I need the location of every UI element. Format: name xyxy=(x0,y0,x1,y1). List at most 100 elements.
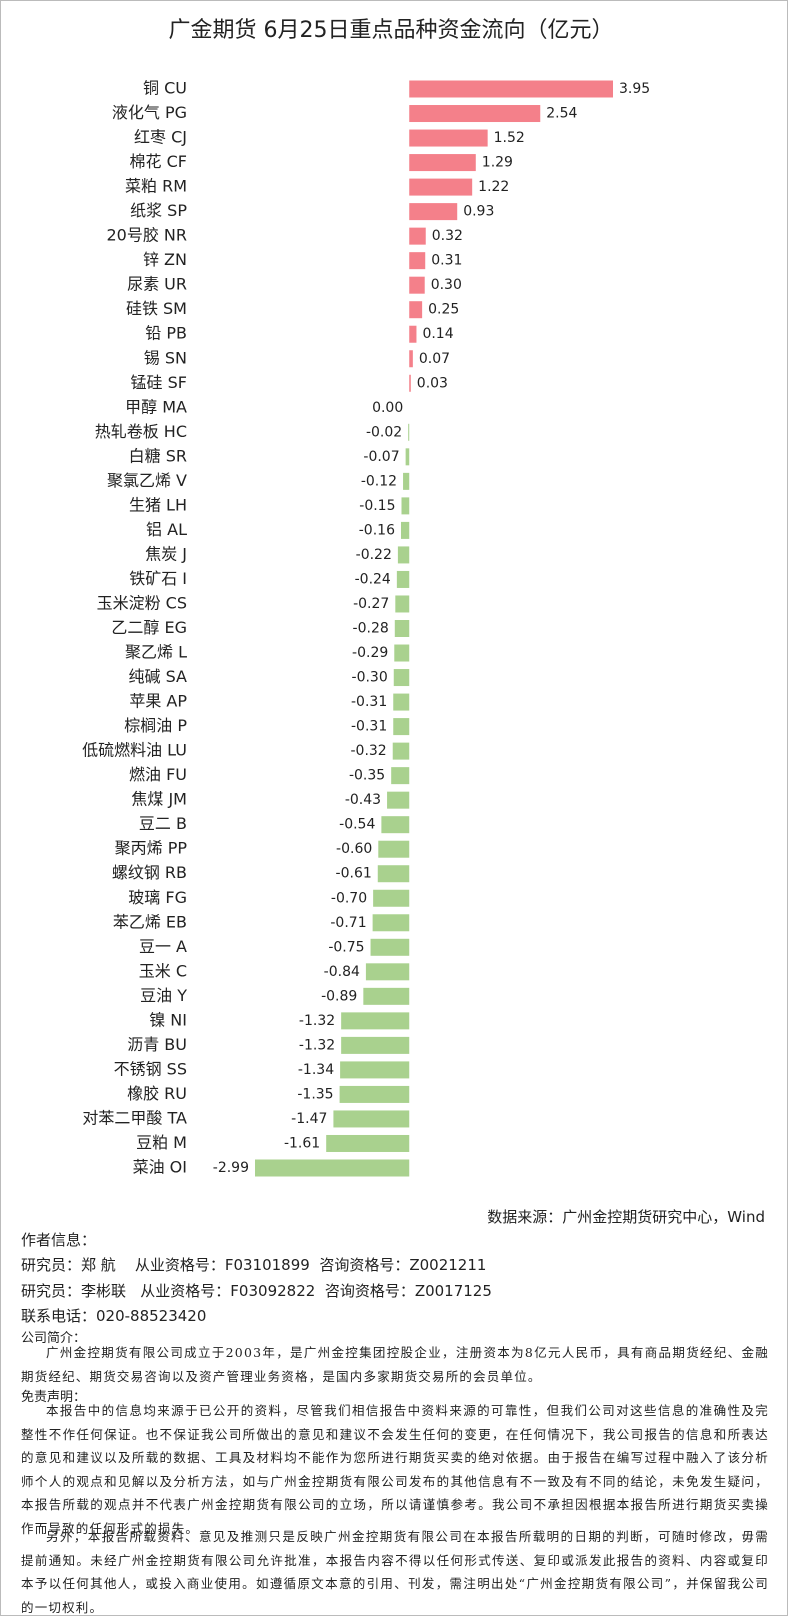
bar xyxy=(397,546,410,564)
bar xyxy=(394,620,410,637)
y-tick-label: 苹果 AP xyxy=(129,692,187,711)
y-tick-label: 沥青 BU xyxy=(127,1035,187,1054)
bar xyxy=(409,105,541,123)
value-label: 0.93 xyxy=(463,204,494,220)
bar xyxy=(372,914,410,932)
y-tick-label: 玉米 C xyxy=(139,961,187,980)
disclaimer: 另外，本报告所载资料、意见及推测只是反映广州金控期货有限公司在本报告所载明的日期… xyxy=(21,1529,769,1615)
disclaimer-heading: 免责声明： xyxy=(21,1390,87,1405)
value-label: 0.30 xyxy=(431,277,462,293)
bar xyxy=(409,129,488,147)
bar xyxy=(363,987,410,1005)
bar xyxy=(409,301,423,319)
y-tick-label: 20号胶 NR xyxy=(106,226,187,245)
value-label: -0.31 xyxy=(351,719,387,735)
bar xyxy=(373,889,410,907)
bar xyxy=(409,227,426,245)
value-label: -0.43 xyxy=(345,792,381,808)
bar xyxy=(401,497,410,515)
value-label: -2.99 xyxy=(213,1160,249,1176)
chart-title: 广金期货 6月25日重点品种资金流向（亿元） xyxy=(169,18,614,43)
y-tick-label: 锰硅 SF xyxy=(131,373,187,392)
source: 数据来源：广州金控期货研究中心，Wind xyxy=(487,1208,765,1226)
value-label: -0.31 xyxy=(351,694,387,710)
y-tick-label: 螺纹钢 RB xyxy=(112,863,187,882)
value-label: -1.34 xyxy=(298,1062,334,1078)
bar xyxy=(341,1012,410,1030)
y-tick-label: 聚乙烯 L xyxy=(125,643,187,662)
bar xyxy=(393,718,410,736)
y-tick-label: 豆一 A xyxy=(139,937,187,956)
y-tick-label: 低硫燃料油 LU xyxy=(82,741,187,760)
value-label: -0.84 xyxy=(324,964,360,980)
bar xyxy=(340,1061,410,1079)
y-tick-label: 菜油 OI xyxy=(133,1158,187,1177)
y-tick-label: 豆二 B xyxy=(139,814,187,833)
value-label: -0.29 xyxy=(352,645,388,661)
bar xyxy=(409,325,417,343)
bar xyxy=(387,791,410,809)
y-tick-label: 对苯二甲酸 TA xyxy=(82,1108,187,1127)
bar xyxy=(396,570,410,588)
value-label: 0.00 xyxy=(372,400,403,416)
bar xyxy=(409,276,425,294)
y-tick-label: 不锈钢 SS xyxy=(114,1059,187,1078)
y-tick-label: 铅 PB xyxy=(145,324,187,343)
bar xyxy=(370,938,410,956)
value-label: -1.32 xyxy=(299,1013,335,1029)
bar xyxy=(409,203,458,221)
bar xyxy=(341,1036,410,1054)
bar xyxy=(326,1134,410,1152)
y-tick-label: 焦煤 JM xyxy=(131,790,187,809)
value-label: -0.02 xyxy=(366,424,402,440)
value-label: -0.07 xyxy=(363,449,399,465)
bar xyxy=(255,1159,410,1177)
bar xyxy=(405,448,410,466)
bar xyxy=(365,963,410,981)
value-label: -0.12 xyxy=(361,473,397,489)
value-label: -0.61 xyxy=(336,866,372,882)
value-label: -1.32 xyxy=(299,1037,335,1053)
value-label: -0.22 xyxy=(356,547,392,563)
y-tick-label: 热轧卷板 HC xyxy=(95,422,187,441)
bar xyxy=(408,423,410,441)
y-tick-label: 红枣 CJ xyxy=(134,128,187,147)
value-label: -0.30 xyxy=(352,670,388,686)
value-label: 0.31 xyxy=(431,253,462,269)
bar xyxy=(381,816,410,834)
y-tick-label: 纸浆 SP xyxy=(130,201,187,220)
bar xyxy=(409,350,413,368)
y-tick-label: 生猪 LH xyxy=(129,495,187,514)
bar xyxy=(409,252,426,270)
bar xyxy=(409,178,473,196)
bar xyxy=(409,154,476,172)
value-label: -0.35 xyxy=(349,768,385,784)
bar xyxy=(403,472,410,490)
bar xyxy=(400,521,410,539)
y-tick-label: 镍 NI xyxy=(149,1010,187,1029)
value-label: -1.35 xyxy=(297,1086,333,1102)
bar xyxy=(378,840,410,858)
y-tick-label: 焦炭 J xyxy=(145,544,187,563)
value-label: 1.22 xyxy=(478,179,509,195)
bar xyxy=(393,693,410,711)
value-label: 2.54 xyxy=(546,106,577,122)
y-tick-label: 菜粕 RM xyxy=(125,177,187,196)
y-tick-label: 橡胶 RU xyxy=(127,1084,187,1103)
value-label: 0.03 xyxy=(417,375,448,391)
bar xyxy=(409,374,411,392)
value-label: -1.61 xyxy=(284,1135,320,1151)
bar xyxy=(395,595,410,613)
value-label: 0.14 xyxy=(422,326,453,342)
value-label: 0.32 xyxy=(432,228,463,244)
bar xyxy=(394,644,410,662)
bar xyxy=(392,742,410,760)
value-label: -0.75 xyxy=(328,939,364,955)
value-label: -0.32 xyxy=(350,743,386,759)
y-tick-label: 锡 SN xyxy=(144,348,187,367)
value-label: -0.28 xyxy=(353,621,389,637)
bar xyxy=(393,669,410,687)
value-label: -0.54 xyxy=(339,817,375,833)
y-tick-label: 白糖 SR xyxy=(129,446,187,465)
